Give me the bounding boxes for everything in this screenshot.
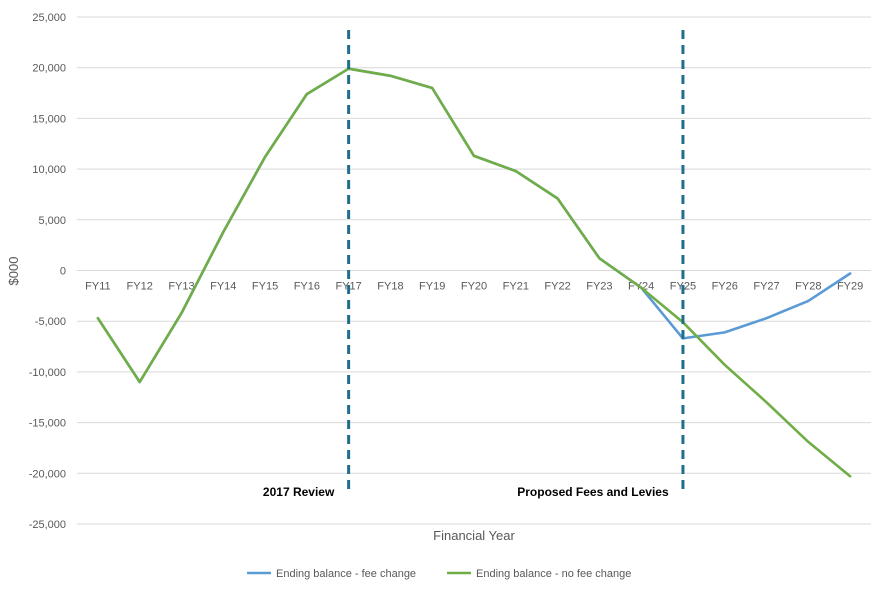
data-series xyxy=(96,67,852,478)
y-tick-label: 0 xyxy=(60,266,66,278)
y-tick-label: 15,000 xyxy=(32,113,66,125)
x-tick-label: FY22 xyxy=(544,281,570,293)
x-tick-label: FY28 xyxy=(795,281,821,293)
x-tick-label: FY15 xyxy=(252,281,278,293)
y-tick-label: -10,000 xyxy=(29,367,66,379)
y-tick-label: 5,000 xyxy=(38,215,66,227)
x-tick-label: FY29 xyxy=(837,281,863,293)
legend: Ending balance - fee change Ending balanc… xyxy=(247,568,631,580)
legend-label: Ending balance - no fee change xyxy=(476,568,631,580)
x-tick-label: FY11 xyxy=(85,281,110,293)
y-tick-label: -15,000 xyxy=(29,418,66,430)
x-tick-label: FY19 xyxy=(419,281,445,293)
y-tick-label: -20,000 xyxy=(29,468,66,480)
x-tick-label: FY26 xyxy=(712,281,738,293)
annotation-label: 2017 Review xyxy=(263,485,335,499)
gridlines xyxy=(77,16,871,525)
x-tick-label: FY21 xyxy=(503,281,529,293)
y-tick-labels: 25,000 20,000 15,000 10,000 5,000 0 -5,000 -10,… xyxy=(29,12,66,531)
x-tick-labels: FY11FY12FY13FY14FY15FY16FY17FY18FY19FY20… xyxy=(85,281,863,293)
x-axis-title: Financial Year xyxy=(433,528,515,543)
x-tick-label: FY13 xyxy=(168,281,194,293)
annotation-label: Proposed Fees and Levies xyxy=(517,485,669,499)
x-tick-label: FY27 xyxy=(753,281,779,293)
x-tick-label: FY18 xyxy=(377,281,403,293)
y-tick-label: -5,000 xyxy=(35,316,66,328)
y-axis-title: $000 xyxy=(6,257,21,286)
y-tick-label: 20,000 xyxy=(32,63,66,75)
y-tick-label: 25,000 xyxy=(32,12,66,24)
y-tick-label: 10,000 xyxy=(32,164,66,176)
legend-label: Ending balance - fee change xyxy=(276,568,416,580)
y-tick-label: -25,000 xyxy=(29,519,66,531)
x-tick-label: FY14 xyxy=(210,281,236,293)
annotation-labels: 2017 Review Proposed Fees and Levies xyxy=(263,485,669,499)
x-tick-label: FY12 xyxy=(127,281,153,293)
x-tick-label: FY20 xyxy=(461,281,487,293)
series-line-1 xyxy=(96,67,852,384)
x-tick-label: FY23 xyxy=(586,281,612,293)
series-line-2 xyxy=(96,67,852,478)
annotation-lines xyxy=(347,30,685,495)
x-tick-label: FY16 xyxy=(294,281,320,293)
